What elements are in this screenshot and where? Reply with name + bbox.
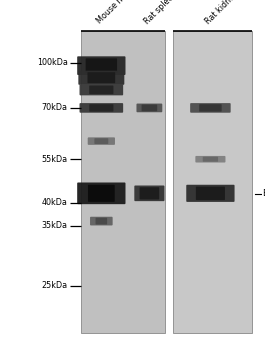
FancyBboxPatch shape (140, 187, 159, 199)
Text: Mouse heart: Mouse heart (95, 0, 137, 26)
FancyBboxPatch shape (88, 137, 115, 145)
Text: 55kDa: 55kDa (41, 155, 68, 164)
FancyBboxPatch shape (142, 105, 157, 111)
Text: 70kDa: 70kDa (42, 103, 68, 112)
FancyBboxPatch shape (186, 185, 235, 202)
FancyBboxPatch shape (89, 85, 113, 94)
FancyBboxPatch shape (89, 104, 113, 112)
Text: 35kDa: 35kDa (42, 221, 68, 230)
FancyBboxPatch shape (173, 31, 252, 333)
FancyBboxPatch shape (80, 84, 123, 95)
FancyBboxPatch shape (78, 71, 124, 85)
FancyBboxPatch shape (77, 182, 126, 204)
FancyBboxPatch shape (190, 103, 231, 113)
Text: Rat spleen: Rat spleen (143, 0, 179, 26)
FancyBboxPatch shape (195, 156, 226, 162)
Text: 100kDa: 100kDa (37, 58, 68, 67)
FancyBboxPatch shape (199, 104, 222, 112)
Text: 25kDa: 25kDa (41, 281, 68, 290)
FancyBboxPatch shape (136, 104, 162, 112)
FancyBboxPatch shape (96, 218, 107, 224)
FancyBboxPatch shape (88, 185, 115, 202)
FancyBboxPatch shape (77, 56, 126, 75)
FancyBboxPatch shape (196, 187, 225, 200)
Text: B4GALT3: B4GALT3 (262, 189, 265, 198)
FancyBboxPatch shape (86, 58, 117, 73)
FancyBboxPatch shape (203, 157, 218, 162)
Text: 40kDa: 40kDa (42, 198, 68, 208)
FancyBboxPatch shape (94, 138, 108, 144)
Text: Rat kidney: Rat kidney (204, 0, 241, 26)
FancyBboxPatch shape (90, 217, 113, 225)
FancyBboxPatch shape (81, 31, 165, 333)
FancyBboxPatch shape (80, 103, 123, 113)
FancyBboxPatch shape (134, 186, 165, 201)
FancyBboxPatch shape (87, 72, 115, 83)
